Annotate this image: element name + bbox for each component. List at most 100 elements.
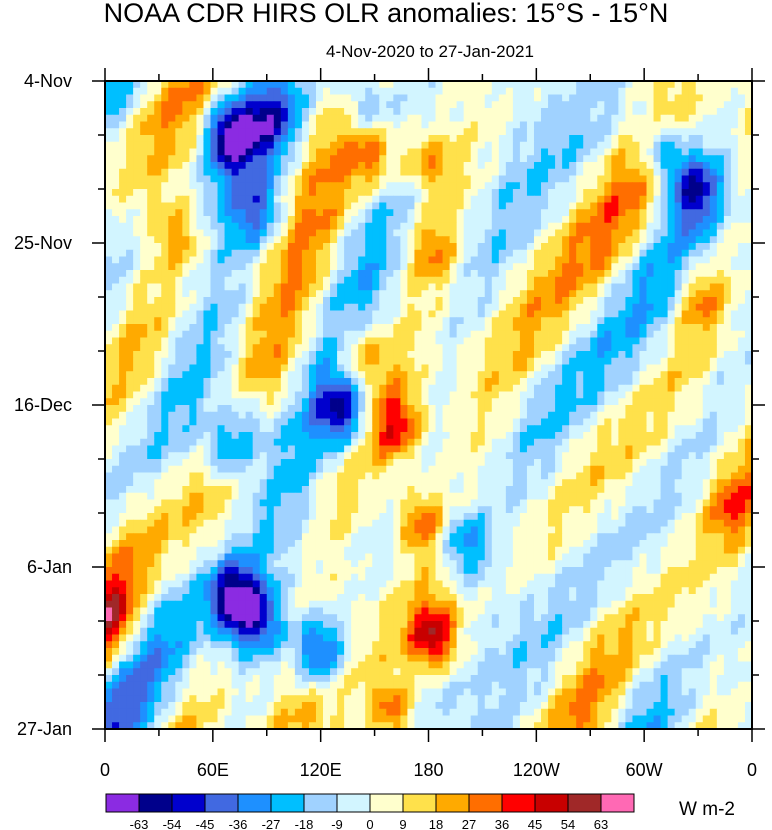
field-cell [344,398,352,406]
field-cell [351,229,359,237]
field-cell [372,243,380,251]
field-cell [477,195,486,203]
field-cell [351,128,359,136]
field-cell [576,135,584,143]
field-cell [224,81,232,89]
field-cell [337,330,345,338]
field-cell [337,283,345,291]
field-cell [365,128,373,136]
field-cell [695,81,704,89]
field-cell [112,128,120,136]
field-cell [674,182,683,190]
field-cell [562,378,570,386]
field-cell [526,317,535,325]
field-cell [112,303,120,311]
field-cell [611,222,619,230]
field-cell [386,128,394,136]
field-cell [505,256,514,264]
field-cell [646,378,654,386]
field-cell [597,155,605,163]
field-cell [140,398,148,406]
field-cell [505,236,514,244]
field-cell [287,108,296,116]
field-cell [259,81,268,89]
field-cell [161,209,169,217]
field-cell [498,101,507,109]
field-cell [590,216,598,224]
field-cell [583,378,591,386]
field-cell [238,243,247,251]
field-cell [562,384,570,392]
field-cell [105,384,113,392]
field-cell [505,270,514,278]
field-cell [519,121,528,129]
field-cell [182,290,190,298]
field-cell [512,175,521,183]
field-cell [414,222,422,230]
field-cell [294,344,303,352]
field-cell [477,87,486,95]
field-cell [203,438,211,446]
field-cell [203,135,211,143]
field-cell [210,324,218,332]
field-cell [330,162,338,170]
field-cell [400,195,408,203]
field-cell [126,270,134,278]
field-cell [632,276,640,284]
field-cell [653,175,661,183]
field-cell [435,297,443,305]
field-cell [498,337,507,345]
field-cell [737,263,746,271]
field-cell [604,141,612,149]
field-cell [252,195,261,203]
field-cell [330,418,338,426]
field-cell [512,256,521,264]
field-cell [541,364,549,372]
field-cell [583,310,591,318]
field-cell [737,101,746,109]
field-cell [695,344,704,352]
field-cell [583,324,591,332]
field-cell [379,189,387,197]
field-cell [470,411,479,419]
field-cell [217,398,225,406]
field-cell [119,445,127,453]
field-cell [217,310,225,318]
field-cell [421,81,429,89]
field-cell [569,87,577,95]
field-cell [344,141,352,149]
field-cell [618,391,626,399]
field-cell [548,405,556,413]
field-cell [449,411,458,419]
field-cell [583,357,591,365]
field-cell [358,94,366,102]
field-cell [477,135,486,143]
field-cell [133,162,141,170]
field-cell [463,256,472,264]
field-cell [351,438,359,446]
field-cell [393,114,401,122]
field-cell [477,330,486,338]
field-cell [365,121,373,129]
field-cell [400,175,408,183]
field-cell [273,209,282,217]
field-cell [280,405,289,413]
field-cell [358,135,366,143]
field-cell [653,108,661,116]
field-cell [252,148,261,156]
field-cell [414,357,422,365]
field-cell [653,357,661,365]
field-cell [484,155,493,163]
field-cell [224,94,232,102]
field-cell [618,418,626,426]
field-cell [252,391,261,399]
field-cell [498,141,507,149]
field-cell [337,357,345,365]
field-cell [189,162,197,170]
field-cell [505,378,514,386]
field-cell [330,303,338,311]
field-cell [259,155,268,163]
field-cell [428,270,436,278]
field-cell [294,101,303,109]
field-cell [323,330,331,338]
